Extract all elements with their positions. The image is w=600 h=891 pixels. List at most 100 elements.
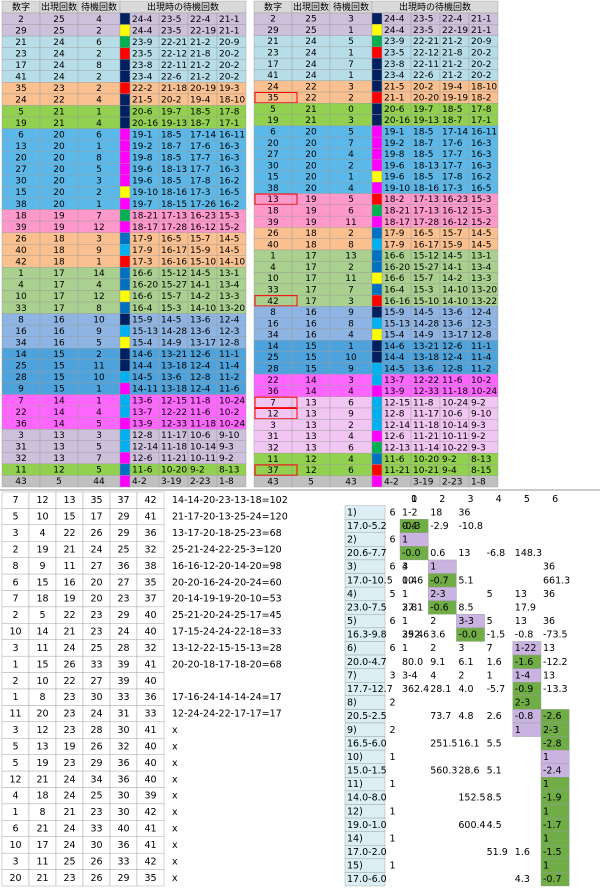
cell-text: 21	[63, 544, 75, 555]
cell-text: 出現回数	[41, 1, 77, 13]
cell-text: 1	[543, 752, 549, 763]
cell-text: 6	[389, 616, 395, 627]
cell-text: 1	[515, 725, 521, 736]
cell-text: 2	[12, 676, 18, 687]
cell-text: 0.4	[402, 575, 417, 586]
cell-text: 22	[305, 82, 316, 92]
cell-text: 17-8	[219, 107, 240, 117]
cell-text: 392.6	[402, 630, 429, 641]
cell-text: 15	[15, 188, 26, 198]
cell-text: 17	[90, 512, 102, 523]
cell-text: 12-6	[132, 454, 153, 464]
cell-text: 1	[543, 779, 549, 790]
cell-text: 2-3	[515, 698, 531, 709]
cell-text: 11-6	[384, 455, 405, 465]
cell-text: 11-6	[442, 376, 463, 386]
cell-text: 21-17-20-13-25-24=120	[172, 512, 288, 523]
cell-text: 36	[267, 387, 279, 397]
cell-text: 20.6-7.7	[347, 548, 387, 559]
cell-text: 22	[267, 376, 278, 386]
cell-text: 32	[117, 741, 129, 752]
cell-text: 24	[267, 82, 279, 92]
cell-text: 2	[18, 15, 24, 25]
cell-text: 16-20	[132, 281, 158, 291]
cell-text: 152.5	[458, 793, 485, 804]
cell-text: 13	[63, 495, 75, 506]
cell-text: 2	[96, 26, 102, 36]
cell-text: 16-12	[190, 223, 216, 233]
cell-text: 43	[267, 477, 278, 487]
cell-text: 12-15	[161, 396, 187, 406]
cell-text: 19-2	[384, 139, 404, 149]
cell-text: 22-21	[161, 38, 187, 48]
cell-text: 16-3	[219, 154, 239, 164]
cell-text: 5	[308, 477, 314, 487]
cell-text: 24	[63, 643, 75, 654]
cell	[119, 313, 131, 326]
cell-text: 1	[389, 833, 395, 844]
cell-text: 13	[53, 454, 64, 464]
cell-text: 12-4	[190, 385, 211, 395]
cell-text: 5	[12, 741, 18, 752]
cell-text: 12-3	[471, 319, 491, 329]
cell	[119, 440, 131, 453]
cell-text: -13.3	[543, 684, 568, 695]
cell-text: 7	[348, 286, 354, 296]
cell-text: 15	[53, 373, 64, 383]
cell-text: 15-27	[161, 281, 187, 291]
cell-text: 34	[267, 331, 279, 341]
cell-text: 17-3	[132, 258, 152, 268]
cell-text: 38	[267, 184, 279, 194]
cell-text: 8	[270, 308, 276, 318]
cell-text: 13	[345, 252, 356, 262]
cell-text: 12-4	[190, 362, 211, 372]
highlight-box	[254, 408, 298, 420]
cell	[119, 105, 131, 118]
cell-text: 16-20	[384, 263, 410, 273]
cell-text: 17-9	[384, 240, 405, 250]
cell	[371, 69, 383, 81]
cell-text: 15-7	[442, 229, 462, 239]
cell-text: 28.1	[430, 684, 451, 695]
cell-text: 12-8	[471, 331, 492, 341]
cell-text: 20	[53, 200, 65, 210]
cell-text: 3	[348, 82, 354, 92]
cell-text: 20-9	[219, 38, 240, 48]
cell-text: 13-6	[190, 327, 211, 337]
cell-text: 41	[144, 725, 156, 736]
cell-text: 2	[430, 616, 436, 627]
cell-text: 9-3	[219, 443, 234, 453]
cell-text: 1	[96, 142, 102, 152]
cell-text: 16	[63, 577, 75, 588]
cell-text: 18-2	[471, 94, 491, 104]
cell-text: 4	[270, 263, 276, 273]
cell-text: 23	[63, 873, 75, 884]
cell-text: 11-14	[413, 444, 439, 454]
cell-text: 2	[439, 494, 445, 505]
cell-text: 23	[90, 807, 102, 818]
cell	[371, 159, 383, 172]
cell-text: 3	[96, 234, 102, 244]
cell-text: 14-6	[384, 342, 405, 352]
cell-text: 11-21	[384, 466, 410, 476]
cell-text: 1	[96, 396, 102, 406]
cell-text: 14-14-20-23-13-18=102	[172, 495, 288, 506]
cell-text: 17-13	[413, 207, 439, 217]
cell	[119, 371, 131, 384]
cell-text: 11-1	[471, 342, 491, 352]
cell	[119, 209, 131, 222]
cell-text: 17-8	[442, 173, 463, 183]
cell-text: 22-12	[161, 49, 187, 59]
cell-text: 41	[267, 71, 278, 81]
cell-text: 16-6	[384, 252, 405, 262]
cell-text: 16-5	[413, 229, 433, 239]
cell-text: 22-2	[132, 84, 152, 94]
cell-text: x	[172, 774, 178, 785]
cell-text: 13-6	[161, 373, 182, 383]
cell-text: 0	[348, 105, 354, 115]
cell-text: 16.3-9.8	[347, 630, 387, 641]
cell-text: 17-9	[132, 234, 153, 244]
cell-text: 19	[36, 758, 48, 769]
cell	[119, 128, 131, 141]
